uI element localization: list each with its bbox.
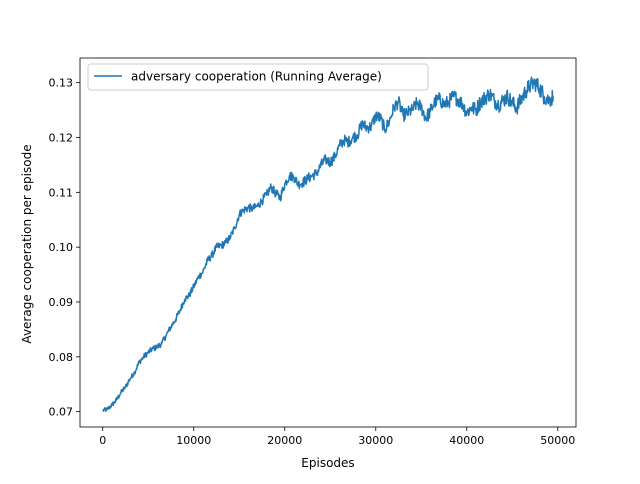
x-tick-label: 20000 bbox=[267, 434, 302, 447]
x-axis-label: Episodes bbox=[301, 456, 354, 470]
y-tick-label: 0.08 bbox=[49, 351, 74, 364]
x-tick-label: 10000 bbox=[176, 434, 211, 447]
y-tick-label: 0.09 bbox=[49, 296, 74, 309]
axes: 0 10000 20000 30000 40000 50000 0.07 0.08 0.09 0.… bbox=[49, 57, 577, 447]
y-tick-label: 0.13 bbox=[49, 77, 74, 90]
legend-label: adversary cooperation (Running Average) bbox=[131, 70, 382, 84]
x-tick-label: 40000 bbox=[449, 434, 484, 447]
y-axis-label: Average cooperation per episode bbox=[20, 144, 34, 343]
y-tick-label: 0.12 bbox=[49, 132, 74, 145]
y-tick-label: 0.11 bbox=[49, 186, 74, 199]
legend-box bbox=[87, 63, 429, 91]
x-tick-label: 50000 bbox=[540, 434, 575, 447]
plot-area bbox=[102, 76, 554, 412]
y-tick-label: 0.10 bbox=[49, 241, 74, 254]
x-tick-label: 0 bbox=[99, 434, 106, 447]
x-tick-label: 30000 bbox=[358, 434, 393, 447]
axes-frame bbox=[79, 57, 577, 428]
y-tick-label: 0.07 bbox=[49, 406, 74, 419]
legend: adversary cooperation (Running Average) bbox=[87, 63, 429, 91]
series-line bbox=[102, 76, 554, 412]
